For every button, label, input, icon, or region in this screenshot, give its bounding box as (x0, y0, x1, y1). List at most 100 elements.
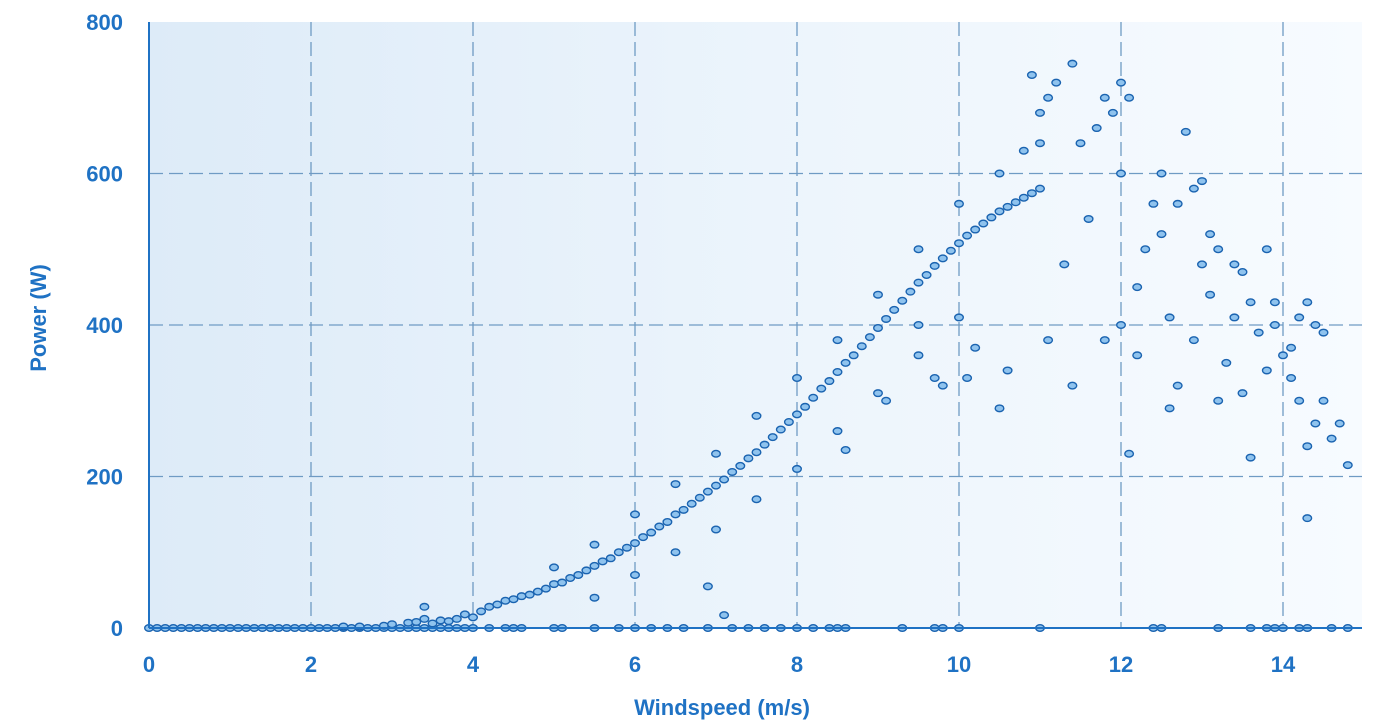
data-point (751, 411, 762, 420)
data-point (1018, 146, 1029, 155)
data-point (792, 374, 803, 383)
data-point (1026, 71, 1037, 80)
data-point (557, 578, 568, 587)
data-point (994, 207, 1005, 216)
data-point (970, 343, 981, 352)
x-axis-label: Windspeed (m/s) (634, 695, 810, 720)
data-point (573, 570, 584, 579)
data-point (459, 610, 470, 619)
data-point (589, 561, 600, 570)
data-point (532, 587, 543, 596)
x-tick-label: 10 (947, 652, 971, 677)
data-point (775, 425, 786, 434)
data-point (1067, 381, 1078, 390)
data-point (873, 290, 884, 299)
data-point (1229, 260, 1240, 269)
data-point (1034, 108, 1045, 117)
data-point (962, 231, 973, 240)
data-point (419, 602, 430, 611)
data-point (1188, 336, 1199, 345)
data-point (897, 296, 908, 305)
data-point (702, 487, 713, 496)
data-point (1164, 313, 1175, 322)
data-point (1334, 419, 1345, 428)
x-tick-label: 4 (467, 652, 480, 677)
data-point (711, 525, 722, 534)
data-point (1115, 321, 1126, 330)
data-point (1075, 139, 1086, 148)
data-point (492, 600, 503, 609)
data-point (605, 554, 616, 563)
data-point (1026, 189, 1037, 198)
data-point (711, 449, 722, 458)
data-point (654, 522, 665, 531)
data-point (638, 533, 649, 542)
data-point (954, 239, 965, 248)
data-point (1115, 169, 1126, 178)
data-point (970, 225, 981, 234)
data-point (1124, 449, 1135, 458)
data-point (1269, 321, 1280, 330)
data-point (468, 613, 479, 622)
x-tick-label: 14 (1271, 652, 1296, 677)
data-point (832, 367, 843, 376)
data-point (945, 246, 956, 255)
data-point (387, 620, 398, 629)
data-point (1172, 381, 1183, 390)
data-point (1156, 230, 1167, 239)
data-point (1302, 514, 1313, 523)
data-point (1205, 230, 1216, 239)
data-point (1083, 214, 1094, 223)
data-point (1237, 389, 1248, 398)
data-point (856, 342, 867, 351)
data-point (1310, 321, 1321, 330)
data-point (549, 580, 560, 589)
data-point (1229, 313, 1240, 322)
data-point (792, 464, 803, 473)
data-point (1277, 351, 1288, 360)
data-point (1245, 298, 1256, 307)
data-point (937, 381, 948, 390)
data-point (1237, 267, 1248, 276)
data-point (1051, 78, 1062, 87)
data-point (1010, 198, 1021, 207)
data-point (783, 417, 794, 426)
data-point (1261, 245, 1272, 254)
data-point (1115, 78, 1126, 87)
data-point (1180, 127, 1191, 136)
data-point (1067, 59, 1078, 68)
data-point (1059, 260, 1070, 269)
data-point (727, 467, 738, 476)
data-point (1018, 193, 1029, 202)
data-point (419, 614, 430, 623)
x-tick-label: 6 (629, 652, 641, 677)
data-point (840, 358, 851, 367)
data-point (1164, 404, 1175, 413)
data-point (751, 495, 762, 504)
data-point (759, 440, 770, 449)
data-point (937, 254, 948, 263)
x-tick-label: 0 (143, 652, 155, 677)
data-point (1132, 283, 1143, 292)
data-point (1188, 184, 1199, 193)
data-point (670, 510, 681, 519)
data-point (589, 593, 600, 602)
data-point (751, 448, 762, 457)
data-point (800, 402, 811, 411)
data-point (824, 377, 835, 386)
data-point (435, 616, 446, 625)
data-point (443, 617, 454, 626)
data-point (1205, 290, 1216, 299)
data-point (1213, 396, 1224, 405)
data-point (476, 607, 487, 616)
data-point (1261, 366, 1272, 375)
data-point (1099, 336, 1110, 345)
x-tick-label: 12 (1109, 652, 1133, 677)
data-point (1269, 298, 1280, 307)
y-axis-label: Power (W) (26, 264, 51, 372)
data-point (1294, 396, 1305, 405)
data-point (630, 570, 641, 579)
data-point (913, 351, 924, 360)
data-point (451, 614, 462, 623)
